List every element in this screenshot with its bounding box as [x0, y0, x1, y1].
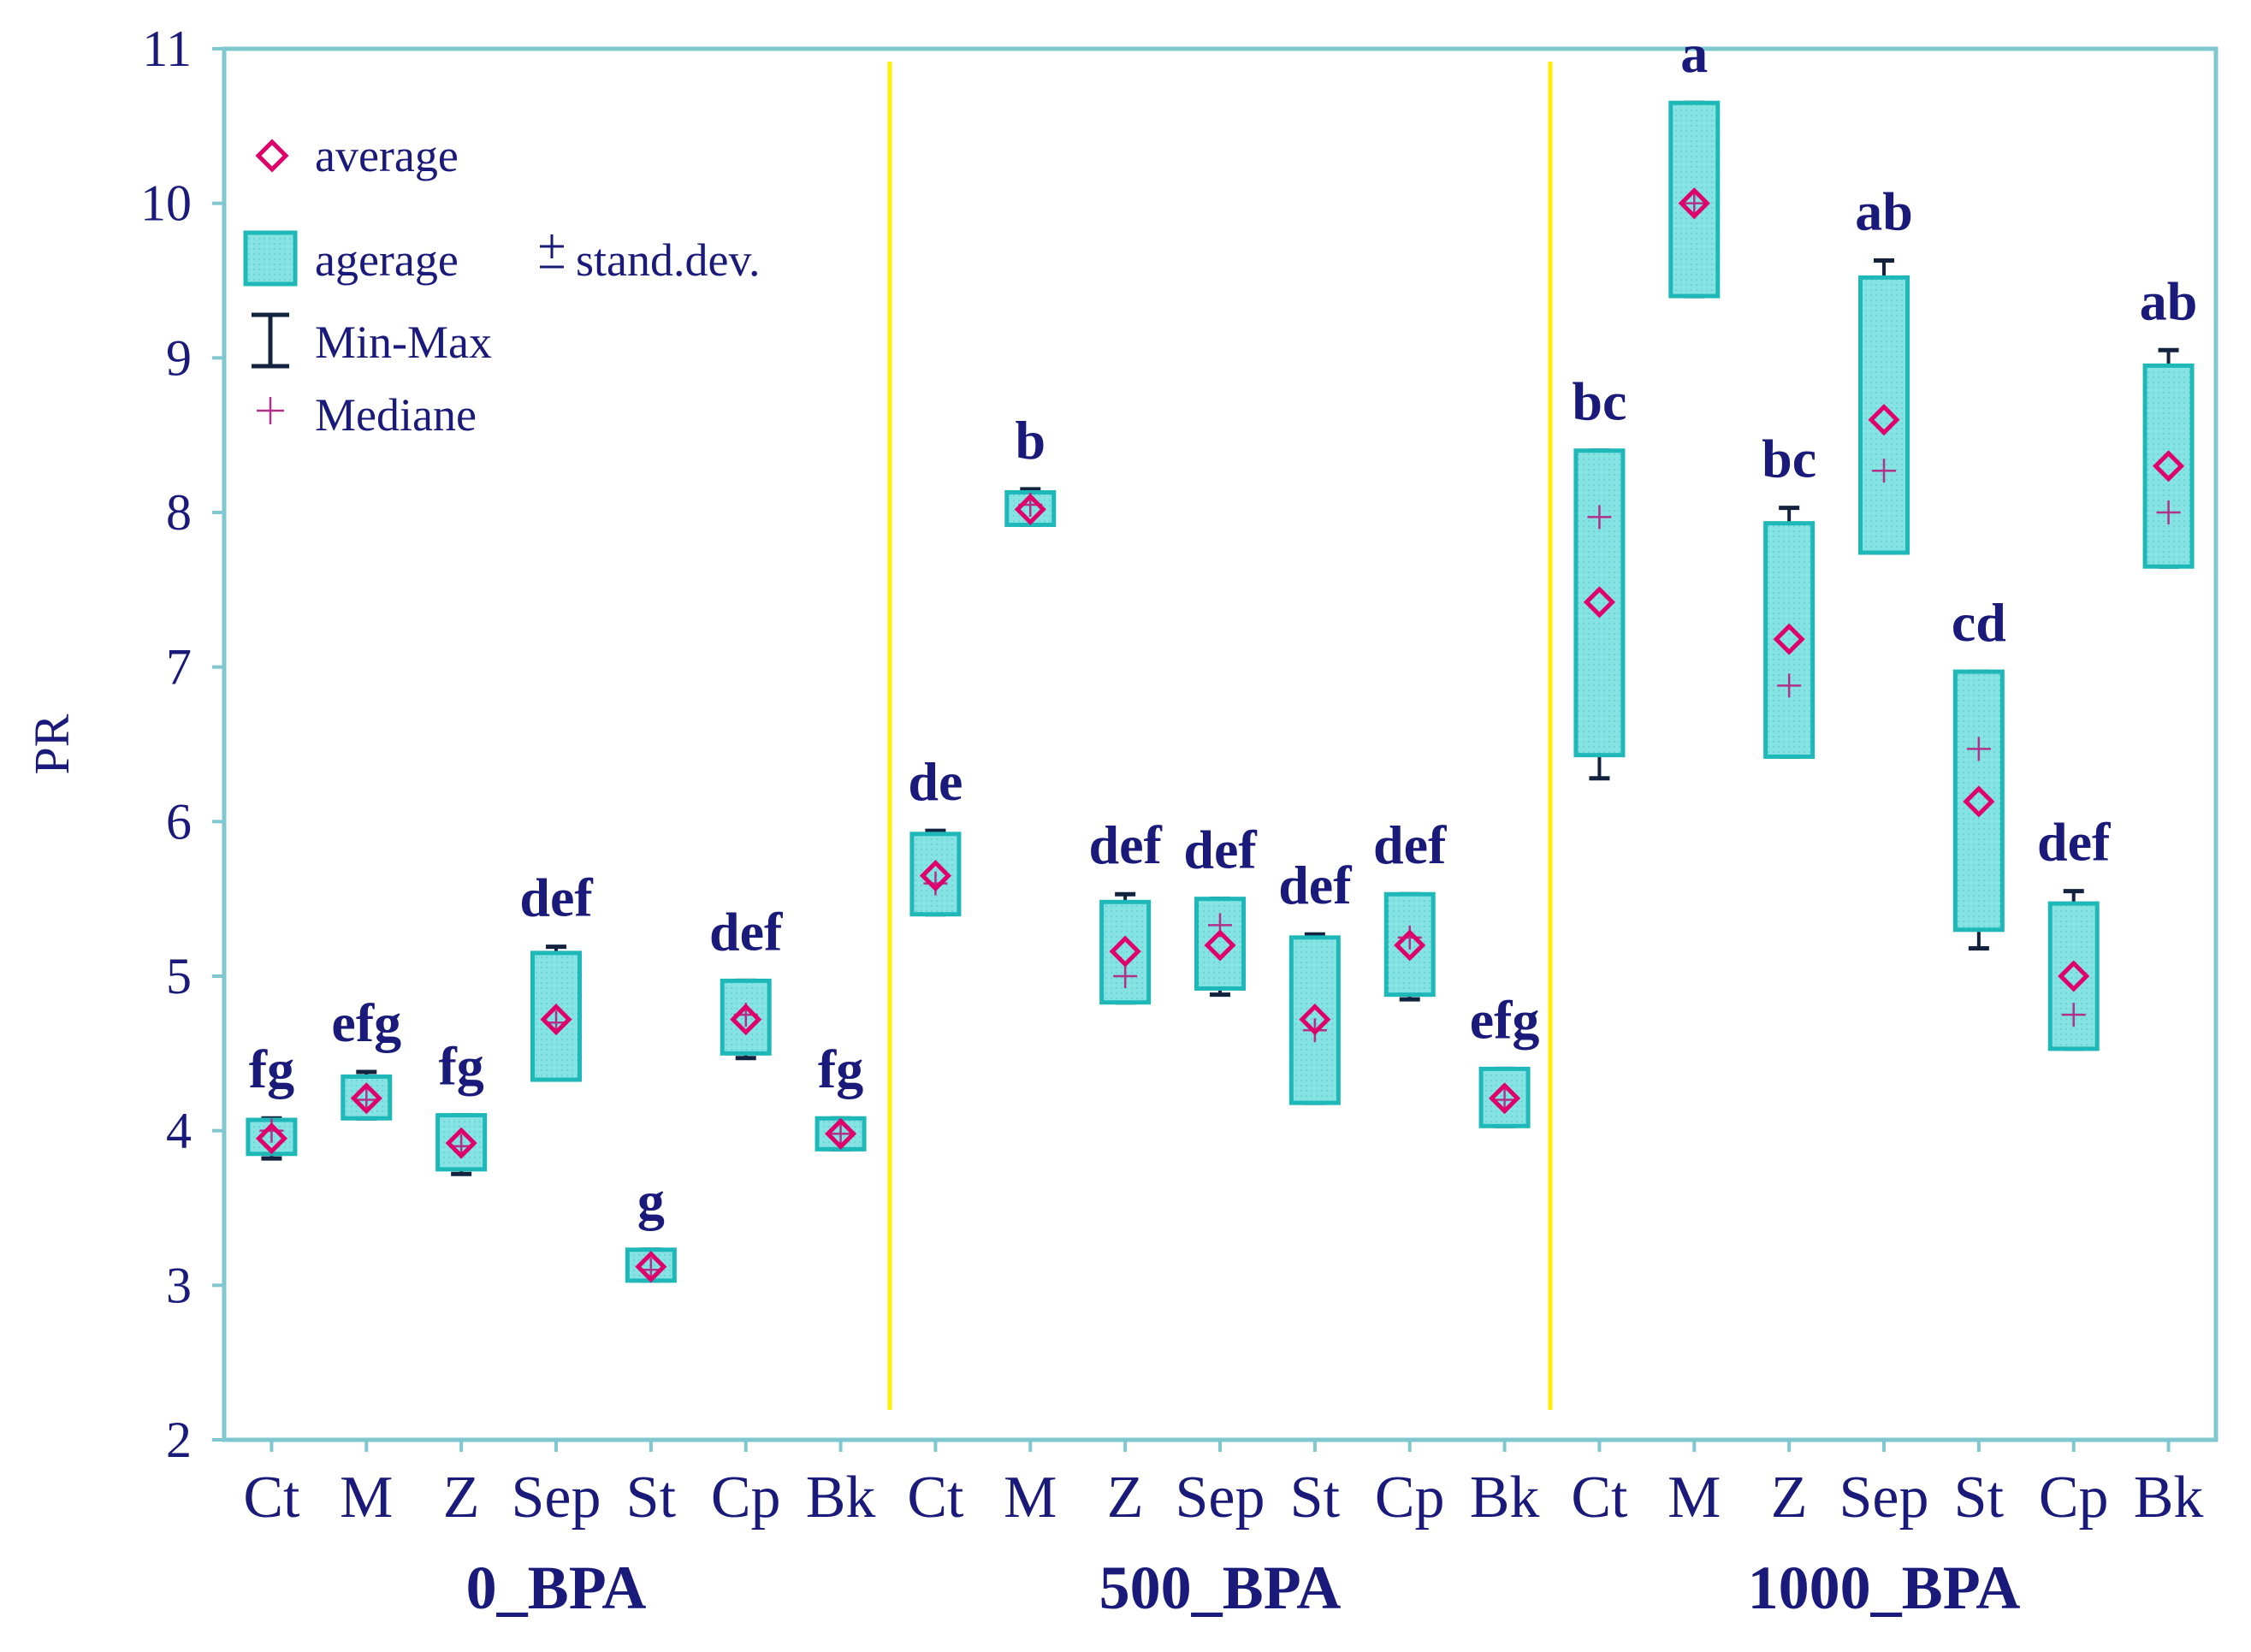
mean-marker	[1773, 623, 1805, 655]
x-category-label: Sep	[1839, 1465, 1929, 1531]
y-axis-label: PR	[24, 713, 80, 774]
significance-letter: a	[1680, 23, 1708, 84]
sd-box	[1194, 897, 1246, 991]
significance-letter: fg	[818, 1039, 863, 1099]
x-category-label: St	[1954, 1465, 2005, 1531]
mean-marker	[919, 860, 951, 892]
x-category-label: Cp	[2039, 1465, 2109, 1531]
x-category-label: Sep	[512, 1465, 601, 1531]
mean-marker	[730, 1004, 762, 1036]
x-category-label: Bk	[1470, 1465, 1540, 1531]
legend-sd-suffix: stand.dev.	[576, 234, 760, 286]
x-category-label: Z	[443, 1465, 480, 1531]
mean-marker	[1109, 935, 1141, 968]
y-tick-label: 2	[166, 1412, 192, 1468]
sd-box	[2047, 901, 2100, 1051]
plot-frame	[222, 46, 2218, 1442]
sd-box	[720, 978, 772, 1056]
mean-marker	[445, 1127, 477, 1159]
significance-letter: fg	[249, 1039, 294, 1099]
significance-letter: fg	[438, 1036, 483, 1097]
mean-marker	[1489, 1082, 1521, 1115]
significance-letter: def	[519, 867, 593, 928]
group-label: 0_BPA	[466, 1554, 647, 1622]
mean-marker	[1204, 929, 1236, 962]
sd-box	[2142, 363, 2195, 569]
significance-letter: efg	[1470, 989, 1540, 1050]
significance-letter: cd	[1952, 592, 2006, 653]
x-category-label: Ct	[1571, 1465, 1628, 1531]
sd-box	[1763, 521, 1816, 759]
legend-median-label: Mediane	[315, 389, 477, 441]
mean-marker	[1299, 1004, 1331, 1036]
mean-marker	[1014, 493, 1046, 525]
group-label: 500_BPA	[1099, 1554, 1342, 1622]
significance-letter: g	[637, 1170, 665, 1231]
x-category-label: St	[626, 1465, 677, 1531]
mean-marker	[350, 1082, 382, 1115]
mean-marker	[1868, 404, 1900, 436]
x-category-label: St	[1290, 1465, 1341, 1531]
legend-minmax-label: Min-Max	[315, 317, 492, 368]
significance-letter: bc	[1572, 371, 1626, 432]
y-tick-label: 6	[166, 793, 192, 850]
sd-box	[1858, 275, 1910, 555]
mean-marker	[1583, 586, 1615, 619]
significance-letter: def	[709, 901, 783, 962]
legend-sd-label: agerage	[315, 234, 459, 286]
legend: average agerage stand.dev. Min-Max Mediane	[243, 130, 760, 441]
significance-letter: efg	[331, 992, 401, 1053]
significance-letter: def	[2037, 812, 2111, 873]
y-tick-label: 9	[166, 329, 192, 386]
mean-marker	[1678, 187, 1710, 220]
y-tick-label: 3	[166, 1257, 192, 1313]
legend-average-label: average	[315, 130, 459, 181]
x-category-label: Z	[1107, 1465, 1144, 1531]
x-category-label: Sep	[1176, 1465, 1265, 1531]
significance-letter: def	[1278, 855, 1352, 915]
group-label: 1000_BPA	[1748, 1554, 2021, 1622]
significance-letter: def	[1183, 820, 1257, 880]
sd-box	[1573, 448, 1626, 758]
x-category-label: M	[1668, 1465, 1721, 1531]
mean-marker	[540, 1004, 572, 1036]
mean-marker	[2153, 450, 2185, 483]
x-category-label: Cp	[1375, 1465, 1445, 1531]
x-category-label: Z	[1771, 1465, 1808, 1531]
y-tick-label: 4	[166, 1103, 192, 1159]
significance-letter: def	[1373, 814, 1447, 875]
x-category-label: M	[1004, 1465, 1057, 1531]
significance-letter: def	[1088, 814, 1162, 875]
mean-marker	[2058, 960, 2090, 992]
x-category-label: Cp	[711, 1465, 781, 1531]
mean-marker	[635, 1251, 667, 1283]
x-category-label: Bk	[806, 1465, 876, 1531]
mean-marker	[825, 1117, 857, 1150]
x-category-label: Ct	[907, 1465, 964, 1531]
sd-box	[1952, 669, 2005, 933]
mean-marker	[255, 1122, 287, 1155]
significance-letter: de	[908, 751, 963, 812]
x-category-label: M	[340, 1465, 393, 1531]
legend-average-icon	[255, 139, 289, 173]
y-tick-label: 11	[142, 21, 192, 77]
mean-marker	[1963, 785, 1995, 818]
x-category-label: Bk	[2134, 1465, 2204, 1531]
significance-letter: bc	[1762, 429, 1816, 489]
y-tick-label: 8	[166, 484, 192, 541]
significance-letter: ab	[1855, 181, 1913, 242]
mean-marker	[1394, 929, 1426, 962]
y-tick-label: 5	[166, 948, 192, 1004]
legend-sd-box-icon	[243, 230, 298, 287]
y-tick-label: 7	[166, 639, 192, 696]
y-tick-label: 10	[140, 175, 192, 232]
significance-letter: ab	[2140, 270, 2198, 331]
significance-letter: b	[1015, 410, 1046, 471]
x-category-label: Ct	[243, 1465, 300, 1531]
